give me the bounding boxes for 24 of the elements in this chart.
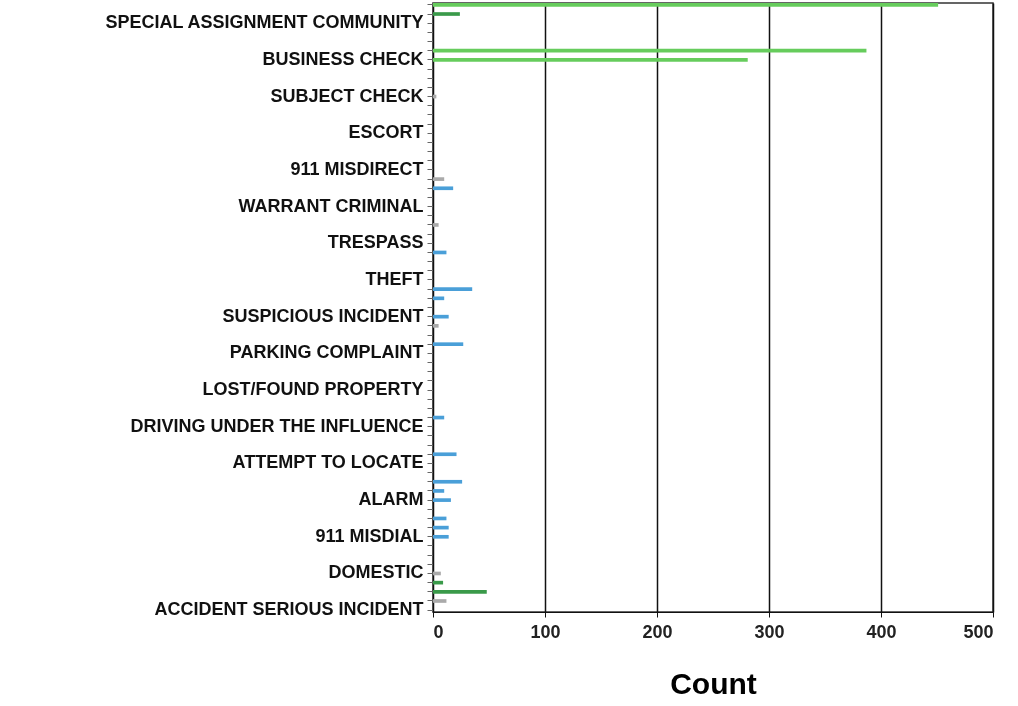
y-tick-label: LOST/FOUND PROPERTY xyxy=(202,379,424,400)
y-tick-label: SPECIAL ASSIGNMENT COMMUNITY xyxy=(105,12,424,33)
y-tick-label: THEFT xyxy=(365,268,424,289)
x-tick-label: 0 xyxy=(433,621,444,642)
y-tick-label: DRIVING UNDER THE INFLUENCE xyxy=(130,415,424,436)
y-tick-label: SUBJECT CHECK xyxy=(270,85,424,106)
x-tick-label: 200 xyxy=(642,621,673,642)
x-tick-label: 300 xyxy=(754,621,785,642)
y-tick-label: ATTEMPT TO LOCATE xyxy=(232,452,424,473)
x-tick-label: 400 xyxy=(866,621,897,642)
y-tick-label: DOMESTIC xyxy=(328,562,424,583)
x-axis-title: Count xyxy=(670,666,757,700)
y-tick-label: SUSPICIOUS INCIDENT xyxy=(222,305,424,326)
y-tick-label: 911 MISDIRECT xyxy=(290,158,424,179)
y-tick-label: PARKING COMPLAINT xyxy=(229,342,424,363)
x-tick-label: 100 xyxy=(530,621,561,642)
y-tick-label: ALARM xyxy=(358,489,424,510)
y-tick-label: ACCIDENT SERIOUS INCIDENT xyxy=(154,599,424,620)
y-tick-label: 911 MISDIAL xyxy=(315,525,424,546)
y-tick-label: ESCORT xyxy=(348,122,424,143)
y-tick-label: WARRANT CRIMINAL xyxy=(238,195,424,216)
x-tick-label: 500 xyxy=(963,621,994,642)
y-tick-label: TRESPASS xyxy=(327,232,424,253)
y-tick-label: BUSINESS CHECK xyxy=(262,48,424,69)
